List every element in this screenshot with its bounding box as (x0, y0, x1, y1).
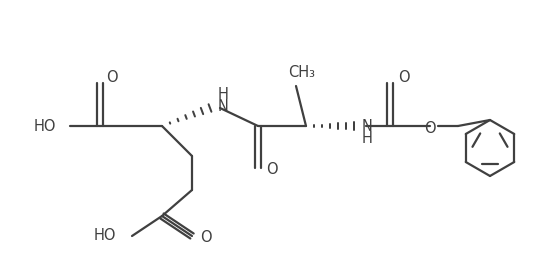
Text: HO: HO (34, 118, 56, 133)
Text: H: H (362, 130, 373, 145)
Text: O: O (200, 230, 212, 245)
Text: O: O (424, 120, 436, 135)
Text: CH₃: CH₃ (289, 64, 316, 80)
Text: N: N (218, 98, 229, 113)
Text: O: O (266, 163, 278, 177)
Text: O: O (398, 70, 410, 85)
Text: N: N (362, 118, 373, 133)
Text: H: H (218, 86, 229, 101)
Text: O: O (106, 70, 118, 85)
Text: HO: HO (94, 229, 116, 244)
